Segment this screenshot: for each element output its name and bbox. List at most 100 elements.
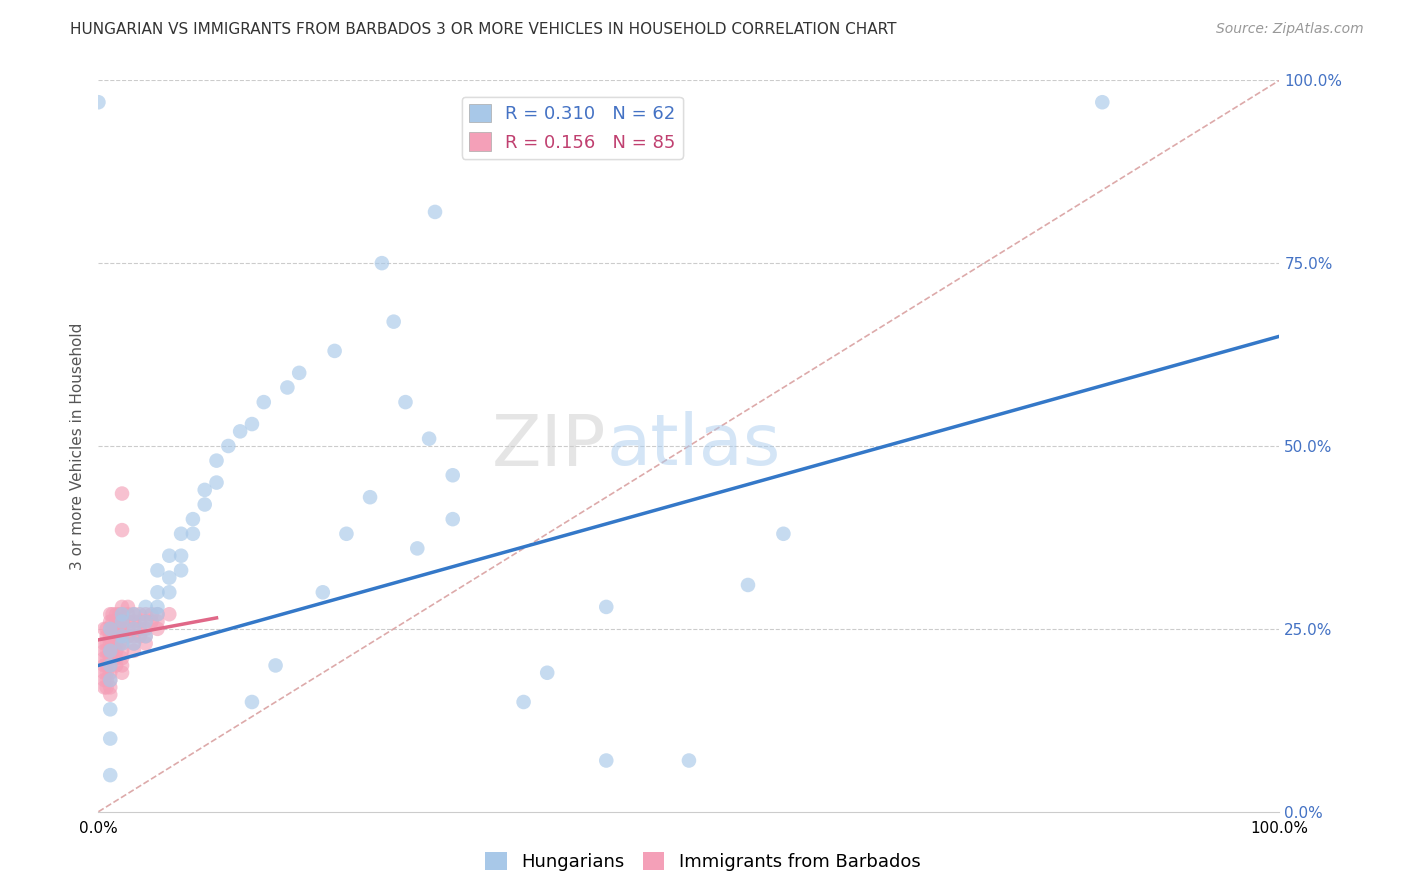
Point [98, 658, 121, 673]
Point [93, 622, 115, 636]
Point [108, 615, 131, 629]
Point [108, 622, 131, 636]
Point [105, 644, 128, 658]
Point [111, 622, 134, 636]
Point [135, 599, 157, 614]
Point [98, 629, 121, 643]
Point [98, 768, 121, 782]
Point [406, 541, 429, 556]
Point [96, 622, 118, 636]
Point [122, 629, 145, 643]
Legend: Hungarians, Immigrants from Barbados: Hungarians, Immigrants from Barbados [478, 845, 928, 879]
Point [312, 585, 335, 599]
Point [98, 673, 121, 687]
Point [108, 629, 131, 643]
Point [276, 380, 298, 394]
Point [141, 607, 163, 622]
Point [105, 607, 128, 622]
Point [101, 629, 124, 643]
Point [111, 644, 134, 658]
Point [111, 615, 134, 629]
Point [122, 607, 145, 622]
Point [108, 636, 131, 650]
Point [98, 651, 121, 665]
Point [93, 644, 115, 658]
Point [146, 563, 169, 577]
Point [111, 607, 134, 622]
Point [157, 571, 180, 585]
Point [111, 629, 134, 643]
Point [111, 599, 134, 614]
Point [135, 636, 157, 650]
Point [122, 636, 145, 650]
Point [96, 681, 118, 695]
Point [105, 636, 128, 650]
Point [772, 526, 794, 541]
Point [108, 607, 131, 622]
Point [264, 658, 287, 673]
Point [98, 665, 121, 680]
Point [146, 607, 169, 622]
Point [194, 498, 217, 512]
Point [122, 622, 145, 636]
Point [117, 615, 139, 629]
Point [111, 523, 134, 537]
Point [122, 607, 145, 622]
Point [93, 665, 115, 680]
Point [135, 607, 157, 622]
Text: HUNGARIAN VS IMMIGRANTS FROM BARBADOS 3 OR MORE VEHICLES IN HOUSEHOLD CORRELATIO: HUNGARIAN VS IMMIGRANTS FROM BARBADOS 3 … [70, 22, 897, 37]
Point [96, 629, 118, 643]
Point [128, 629, 150, 643]
Point [96, 636, 118, 650]
Point [170, 526, 193, 541]
Point [157, 549, 180, 563]
Point [157, 607, 180, 622]
Point [157, 585, 180, 599]
Point [135, 615, 157, 629]
Point [146, 599, 169, 614]
Point [98, 688, 121, 702]
Point [253, 395, 276, 409]
Point [135, 629, 157, 643]
Point [111, 607, 134, 622]
Point [101, 622, 124, 636]
Point [111, 615, 134, 629]
Point [205, 453, 228, 467]
Point [181, 512, 204, 526]
Point [117, 599, 139, 614]
Point [141, 615, 163, 629]
Point [105, 622, 128, 636]
Point [111, 636, 134, 650]
Point [105, 629, 128, 643]
Point [98, 731, 121, 746]
Point [117, 629, 139, 643]
Point [737, 578, 759, 592]
Legend: R = 0.310   N = 62, R = 0.156   N = 85: R = 0.310 N = 62, R = 0.156 N = 85 [461, 96, 683, 159]
Point [111, 651, 134, 665]
Point [146, 607, 169, 622]
Point [111, 665, 134, 680]
Point [128, 607, 150, 622]
Point [117, 622, 139, 636]
Point [111, 486, 134, 500]
Point [146, 585, 169, 599]
Point [96, 651, 118, 665]
Point [536, 665, 558, 680]
Text: Source: ZipAtlas.com: Source: ZipAtlas.com [1216, 22, 1364, 37]
Point [98, 673, 121, 687]
Point [87, 95, 110, 110]
Point [122, 615, 145, 629]
Point [105, 658, 128, 673]
Point [205, 475, 228, 490]
Point [170, 563, 193, 577]
Point [382, 315, 405, 329]
Point [122, 644, 145, 658]
Point [240, 695, 263, 709]
Point [371, 256, 394, 270]
Point [98, 622, 121, 636]
Point [394, 395, 416, 409]
Point [98, 607, 121, 622]
Point [98, 702, 121, 716]
Text: atlas: atlas [606, 411, 780, 481]
Point [101, 651, 124, 665]
